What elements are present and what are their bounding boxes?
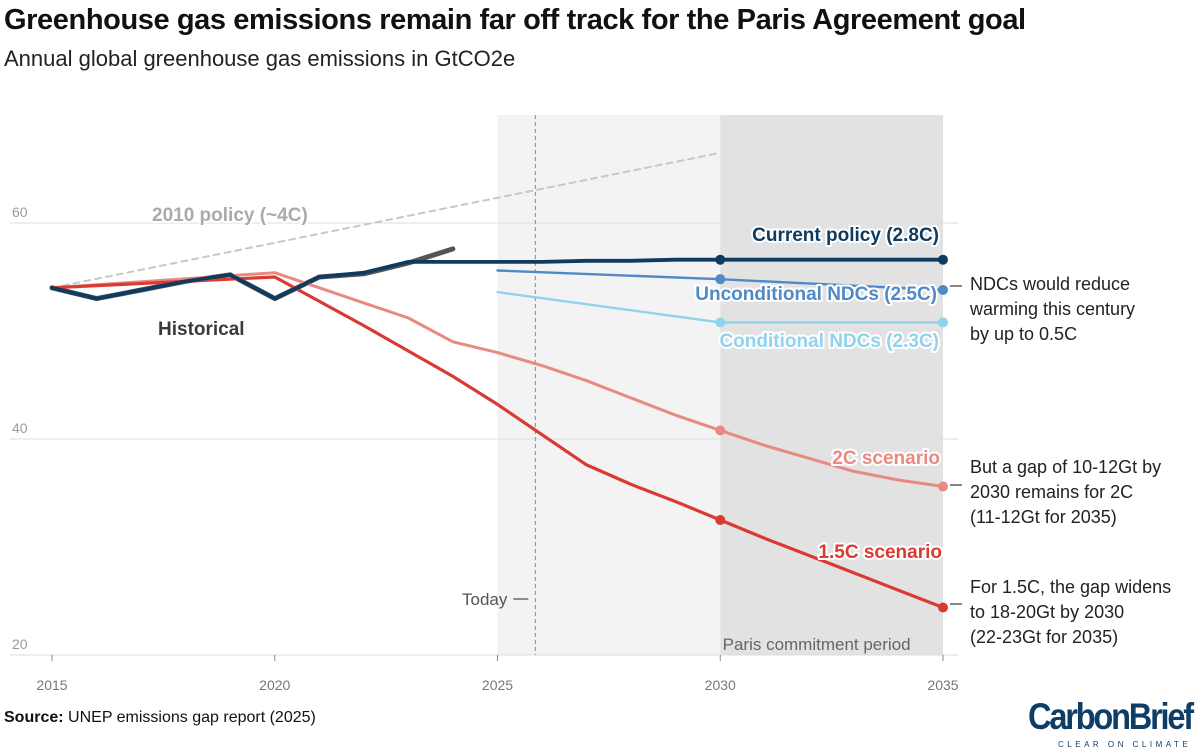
logo-wordmark: CarbonBrief (1028, 696, 1194, 737)
marker-one-five-c-2035 (938, 602, 948, 613)
source-note: Source: UNEP emissions gap report (2025) (4, 709, 316, 727)
x-tick-label-2020: 2020 (259, 677, 290, 693)
commitment-period-region (720, 115, 943, 655)
series-label-policy-2010: 2010 policy (~4C) (152, 205, 308, 226)
y-tick-label-60: 60 (12, 204, 28, 220)
series-line-2c (50, 271, 945, 488)
annotation-2-line-1: But a gap of 10-12Gt by (970, 457, 1161, 477)
marker-one-five-c-2030 (715, 515, 726, 525)
logo-tagline: CLEAR ON CLIMATE (1058, 740, 1192, 749)
y-tick-label-20: 20 (12, 636, 28, 652)
series-line-2010-policy (51, 151, 722, 289)
x-tick-label-2015: 2015 (36, 677, 67, 693)
today-label: Today (462, 590, 508, 609)
marker-unconditional-2030 (715, 274, 726, 285)
x-tick-label-2030: 2030 (705, 677, 736, 693)
annotation-3-line-2: to 18-20Gt by 2030 (970, 602, 1124, 622)
commitment-period-label: Paris commitment period (723, 635, 911, 654)
series-label-current-policy: Current policy (2.8C) (752, 225, 939, 246)
marker-current-policy-2035 (938, 254, 948, 265)
annotation-1-line-3: by up to 0.5C (970, 324, 1077, 344)
source-label: Source: (4, 709, 64, 726)
future-shaded-region (497, 115, 721, 655)
marker-current-policy-2030 (715, 254, 726, 265)
x-tick-label-2025: 2025 (482, 677, 513, 693)
annotation-2-line-3: (11-12Gt for 2035) (970, 507, 1117, 527)
annotation-1-line-1: NDCs would reduce (970, 274, 1130, 294)
y-tick-label-40: 40 (12, 420, 28, 436)
x-tick-label-2035: 2035 (927, 677, 958, 693)
chart-subtitle: Annual global greenhouse gas emissions i… (4, 46, 516, 71)
series-label-one-five-c: 1.5C scenario (818, 542, 942, 563)
marker-conditional-2030 (715, 317, 726, 328)
series-line-1-5c (50, 275, 945, 610)
chart-title: Greenhouse gas emissions remain far off … (4, 4, 1026, 36)
marker-conditional-2035 (938, 317, 948, 328)
annotation-2-line-2: 2030 remains for 2C (970, 482, 1133, 502)
series-label-two-c: 2C scenario (832, 448, 940, 469)
source-text: UNEP emissions gap report (2025) (68, 709, 316, 726)
series-label-historical: Historical (158, 319, 245, 340)
annotation-3-line-3: (22-23Gt for 2035) (970, 627, 1118, 647)
marker-two-c-2035 (938, 481, 948, 492)
series-label-unconditional: Unconditional NDCs (2.5C) (695, 284, 937, 305)
series-label-conditional: Conditional NDCs (2.3C) (719, 331, 939, 352)
marker-two-c-2030 (715, 425, 726, 436)
carbonbrief-logo: CarbonBrief CLEAR ON CLIMATE (1028, 696, 1198, 752)
marker-unconditional-2035 (938, 284, 948, 295)
annotation-1-line-2: warming this century (969, 299, 1135, 319)
annotation-3-line-1: For 1.5C, the gap widens (970, 577, 1171, 597)
series-line-historical (50, 257, 723, 301)
